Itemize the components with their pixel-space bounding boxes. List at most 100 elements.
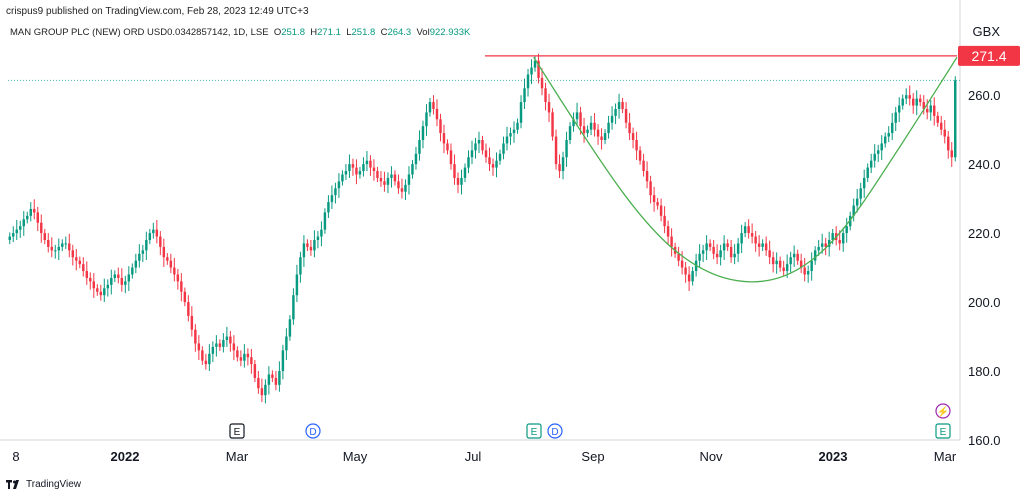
- candle-body-69: [250, 357, 253, 365]
- candle-body-124: [442, 133, 446, 144]
- candle-body-7: [33, 208, 36, 213]
- candle-body-113: [404, 184, 407, 192]
- candle-body-74: [267, 374, 271, 385]
- candle-body-225: [796, 253, 799, 261]
- candle-body-150: [533, 60, 537, 68]
- candle-body-237: [838, 240, 841, 244]
- candle-body-61: [222, 340, 225, 347]
- candle-body-244: [862, 177, 866, 189]
- candle-body-104: [372, 167, 376, 172]
- y-tick-label-5: 260.0: [968, 88, 1001, 103]
- candle-body-216: [764, 243, 768, 251]
- candle-body-60: [218, 343, 222, 347]
- tradingview-footer: TradingView: [6, 479, 81, 490]
- candle-body-55: [201, 350, 204, 361]
- candle-body-22: [85, 271, 89, 278]
- candle-body-9: [40, 222, 43, 234]
- open-label: O: [273, 27, 282, 38]
- candle-body-193: [684, 267, 687, 275]
- candle-body-75: [271, 374, 274, 378]
- candle-body-51: [187, 302, 190, 316]
- candle-body-67: [243, 353, 246, 361]
- candle-body-91: [327, 202, 330, 213]
- candle-body-241: [852, 205, 855, 216]
- candle-body-162: [575, 112, 579, 120]
- candle-body-27: [103, 288, 106, 296]
- tradingview-logo-icon: [6, 480, 19, 489]
- candle-body-96: [344, 171, 348, 175]
- candle-body-140: [498, 153, 502, 161]
- event-marker-split-5: [935, 403, 951, 419]
- candle-body-222: [785, 264, 789, 272]
- candle-body-260: [919, 98, 922, 103]
- candle-body-99: [355, 167, 358, 175]
- event-marker-label-5: ⚡: [937, 405, 949, 418]
- candle-body-59: [215, 343, 218, 347]
- candle-body-243: [859, 188, 862, 199]
- candle-body-85: [306, 243, 309, 247]
- candle-body-169: [600, 136, 603, 140]
- candle-body-64: [232, 343, 236, 351]
- candle-body-12: [50, 246, 53, 251]
- y-tick-label-1: 180.0: [968, 364, 1001, 379]
- candle-body-98: [351, 164, 355, 168]
- candle-body-185: [656, 202, 659, 206]
- candle-body-197: [698, 253, 701, 261]
- candle-body-259: [915, 98, 918, 106]
- candle-body-267: [943, 129, 946, 137]
- candle-body-148: [526, 74, 530, 89]
- volume-value: 922.933K: [429, 27, 471, 38]
- candle-body-157: [558, 164, 561, 172]
- candle-body-39: [145, 240, 148, 251]
- candle-body-23: [89, 277, 92, 282]
- close-value: 264.3: [387, 27, 412, 38]
- x-tick-label-0: 8: [12, 449, 19, 464]
- candle-body-79: [285, 336, 288, 351]
- candle-body-206: [729, 246, 733, 258]
- candle-body-107: [383, 181, 386, 185]
- candle-body-126: [449, 150, 453, 165]
- candle-body-138: [491, 164, 495, 168]
- candle-body-209: [740, 233, 743, 244]
- candle-body-102: [365, 160, 369, 165]
- candle-body-24: [92, 281, 96, 289]
- candle-body-84: [302, 243, 306, 258]
- candle-body-230: [813, 250, 817, 261]
- candle-body-32: [120, 277, 124, 285]
- candle-body-257: [908, 95, 911, 99]
- candle-body-144: [512, 129, 516, 134]
- candle-body-111: [397, 181, 400, 189]
- candle-body-47: [173, 267, 176, 275]
- cup-pattern-curve: [533, 56, 958, 283]
- candle-body-233: [824, 243, 827, 247]
- candle-body-41: [152, 229, 155, 234]
- candle-body-53: [194, 329, 197, 344]
- x-tick-label-8: Mar: [934, 449, 957, 464]
- candle-body-249: [880, 143, 883, 151]
- candle-body-261: [922, 102, 925, 109]
- candle-body-13: [54, 250, 57, 252]
- candle-body-31: [117, 274, 120, 278]
- candle-body-189: [670, 236, 673, 247]
- x-tick-label-5: Sep: [581, 449, 604, 464]
- candle-body-134: [477, 140, 481, 144]
- candle-body-170: [603, 133, 607, 140]
- candle-body-33: [124, 281, 127, 285]
- volume-label: Vol: [416, 27, 430, 38]
- candle-body-223: [789, 257, 792, 265]
- candle-body-143: [509, 133, 512, 137]
- candle-body-218: [771, 257, 775, 265]
- candle-body-110: [393, 174, 397, 182]
- candle-body-136: [484, 150, 488, 158]
- candle-body-192: [680, 260, 684, 268]
- candle-body-173: [614, 108, 617, 116]
- candle-body-73: [264, 384, 267, 396]
- candle-body-87: [313, 240, 316, 251]
- candle-body-133: [474, 143, 477, 151]
- candle-body-145: [516, 122, 519, 130]
- candle-body-3: [19, 226, 22, 230]
- candle-body-38: [141, 250, 145, 254]
- candle-body-227: [803, 267, 806, 275]
- candle-body-120: [428, 102, 432, 113]
